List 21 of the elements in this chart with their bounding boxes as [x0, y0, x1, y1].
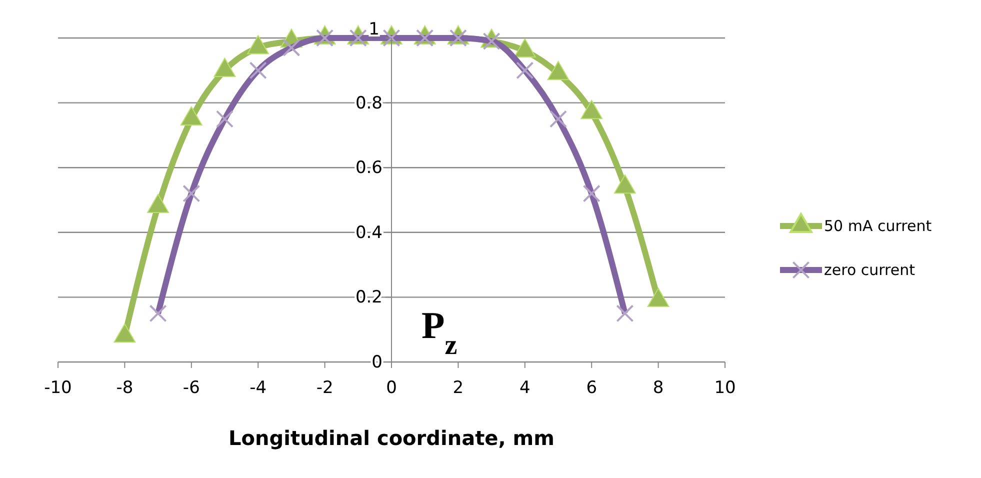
x-axis-title: Longitudinal coordinate, mm: [228, 426, 554, 450]
x-tick-label: 10: [714, 378, 736, 398]
x-tick-label: 2: [452, 378, 464, 398]
y-tick-label: 0.4: [355, 222, 382, 243]
legend-label: 50 mA current: [824, 217, 932, 235]
y-tick-label: 0: [372, 352, 382, 372]
x-tick-label: -8: [116, 378, 134, 398]
x-tick-label: -10: [44, 378, 72, 398]
y-tick-label: 0.8: [355, 93, 382, 114]
x-tick-label: -6: [182, 378, 200, 398]
x-tick-label: 4: [519, 378, 530, 398]
y-tick-label: 1: [368, 20, 380, 40]
y-tick-label: 0.2: [355, 288, 382, 308]
legend-label: zero current: [824, 261, 916, 279]
x-tick-label: 8: [652, 378, 664, 398]
annotation: P$_{z}$: [422, 305, 458, 360]
x-tick-label: 0: [386, 378, 397, 398]
x-tick-label: 6: [586, 378, 598, 398]
x-tick-label: -4: [250, 378, 267, 398]
x-tick-label: -2: [316, 378, 334, 398]
y-tick-label: 0.6: [355, 158, 382, 178]
